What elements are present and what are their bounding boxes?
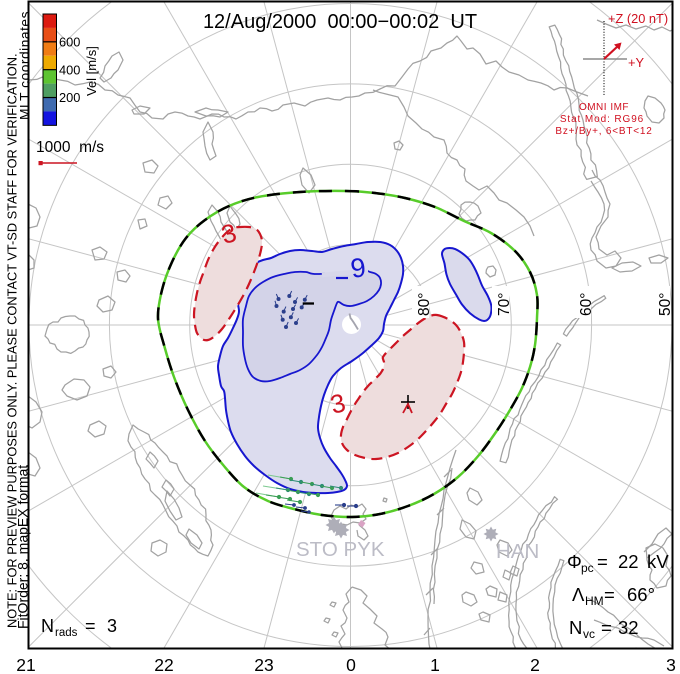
svg-text:3: 3 bbox=[666, 655, 676, 674]
svg-text:3: 3 bbox=[218, 217, 239, 250]
svg-text:1: 1 bbox=[430, 655, 440, 674]
svg-text:MLT coordinates: MLT coordinates bbox=[18, 11, 33, 120]
svg-text:+Y: +Y bbox=[628, 55, 644, 70]
svg-text:=: = bbox=[85, 616, 96, 636]
svg-text:22: 22 bbox=[618, 551, 639, 572]
svg-text:Bz+/By+, 6<BT<12: Bz+/By+, 6<BT<12 bbox=[555, 126, 652, 137]
svg-text:32: 32 bbox=[618, 617, 639, 638]
svg-text:+Z (20 nT): +Z (20 nT) bbox=[608, 11, 668, 26]
svg-text:200: 200 bbox=[59, 90, 80, 105]
svg-text:60°: 60° bbox=[578, 293, 595, 316]
svg-text:pc: pc bbox=[581, 561, 594, 575]
svg-text:2: 2 bbox=[530, 655, 540, 674]
svg-text:66°: 66° bbox=[627, 584, 655, 605]
svg-text:70°: 70° bbox=[496, 293, 513, 316]
svg-text:400: 400 bbox=[59, 62, 80, 77]
svg-text:N: N bbox=[41, 616, 54, 636]
svg-text:Φ: Φ bbox=[567, 551, 582, 572]
svg-text:1000 m/s: 1000 m/s bbox=[36, 139, 104, 156]
svg-text:rads: rads bbox=[55, 627, 78, 639]
svg-text:=: = bbox=[601, 617, 612, 638]
svg-text:Λ: Λ bbox=[572, 584, 585, 605]
svg-text:0: 0 bbox=[346, 655, 356, 674]
svg-text:50°: 50° bbox=[657, 293, 674, 316]
svg-text:STO PYK: STO PYK bbox=[296, 538, 385, 561]
svg-text:vc: vc bbox=[583, 627, 595, 641]
svg-text:9: 9 bbox=[349, 252, 368, 284]
svg-text:3: 3 bbox=[107, 616, 117, 636]
svg-text:HM: HM bbox=[585, 594, 604, 608]
svg-text:FitOrder: 8, mapEX format: FitOrder: 8, mapEX format bbox=[15, 465, 31, 629]
svg-text:12/Aug/2000 00:00−00:02 UT: 12/Aug/2000 00:00−00:02 UT bbox=[203, 11, 477, 33]
svg-text:N: N bbox=[569, 617, 582, 638]
svg-text:22: 22 bbox=[154, 655, 173, 674]
svg-text:Vel [m/s]: Vel [m/s] bbox=[84, 46, 99, 96]
svg-text:=: = bbox=[597, 551, 608, 572]
svg-text:OMNI IMF: OMNI IMF bbox=[579, 102, 629, 113]
svg-text:HAN: HAN bbox=[496, 540, 539, 563]
svg-text:3: 3 bbox=[327, 387, 348, 420]
svg-text:=: = bbox=[604, 584, 615, 605]
svg-text:Stat Mod: RG96: Stat Mod: RG96 bbox=[560, 114, 644, 125]
svg-text:23: 23 bbox=[254, 655, 273, 674]
svg-text:21: 21 bbox=[16, 655, 35, 674]
svg-text:80°: 80° bbox=[416, 293, 433, 316]
svg-text:600: 600 bbox=[59, 34, 80, 49]
svg-text:NOTE: FOR PREVIEW PURPOSES ONL: NOTE: FOR PREVIEW PURPOSES ONLY. PLEASE … bbox=[5, 53, 20, 628]
svg-text:kV: kV bbox=[647, 551, 669, 572]
